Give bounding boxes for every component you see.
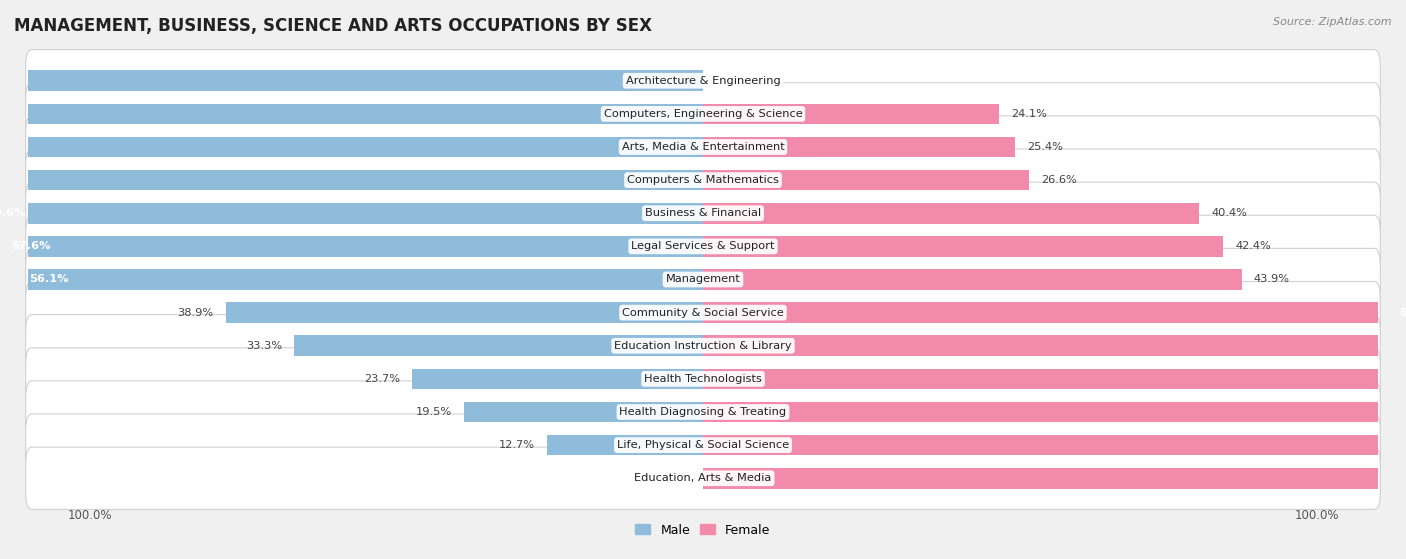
Bar bbox=[703, 335, 1406, 356]
FancyBboxPatch shape bbox=[25, 50, 1381, 112]
FancyBboxPatch shape bbox=[25, 447, 1381, 509]
Text: 33.3%: 33.3% bbox=[246, 341, 283, 350]
Text: Arts, Media & Entertainment: Arts, Media & Entertainment bbox=[621, 142, 785, 152]
Text: Architecture & Engineering: Architecture & Engineering bbox=[626, 75, 780, 86]
Bar bbox=[703, 435, 1406, 456]
Text: Health Diagnosing & Treating: Health Diagnosing & Treating bbox=[620, 407, 786, 417]
Bar bbox=[703, 103, 998, 124]
Bar bbox=[294, 335, 703, 356]
FancyBboxPatch shape bbox=[25, 248, 1381, 311]
FancyBboxPatch shape bbox=[25, 381, 1381, 443]
Text: MANAGEMENT, BUSINESS, SCIENCE AND ARTS OCCUPATIONS BY SEX: MANAGEMENT, BUSINESS, SCIENCE AND ARTS O… bbox=[14, 17, 652, 35]
Bar bbox=[547, 435, 703, 456]
Text: 25.4%: 25.4% bbox=[1026, 142, 1063, 152]
Text: 26.6%: 26.6% bbox=[1042, 175, 1077, 185]
Text: 12.7%: 12.7% bbox=[499, 440, 534, 450]
FancyBboxPatch shape bbox=[25, 116, 1381, 178]
FancyBboxPatch shape bbox=[25, 83, 1381, 145]
Text: 59.6%: 59.6% bbox=[0, 209, 27, 218]
Text: Community & Social Service: Community & Social Service bbox=[621, 307, 785, 318]
Legend: Male, Female: Male, Female bbox=[630, 519, 776, 542]
Bar bbox=[0, 70, 703, 91]
Text: 23.7%: 23.7% bbox=[364, 374, 399, 384]
Bar bbox=[703, 269, 1241, 290]
Text: 57.6%: 57.6% bbox=[11, 241, 51, 252]
FancyBboxPatch shape bbox=[25, 315, 1381, 377]
Bar bbox=[703, 468, 1406, 489]
Bar bbox=[0, 203, 703, 224]
FancyBboxPatch shape bbox=[25, 215, 1381, 277]
Text: Life, Physical & Social Science: Life, Physical & Social Science bbox=[617, 440, 789, 450]
Bar bbox=[703, 203, 1199, 224]
Text: Source: ZipAtlas.com: Source: ZipAtlas.com bbox=[1274, 17, 1392, 27]
Bar bbox=[226, 302, 703, 323]
FancyBboxPatch shape bbox=[25, 282, 1381, 344]
Text: Education Instruction & Library: Education Instruction & Library bbox=[614, 341, 792, 350]
Text: Legal Services & Support: Legal Services & Support bbox=[631, 241, 775, 252]
Bar bbox=[703, 236, 1223, 257]
Text: 40.4%: 40.4% bbox=[1211, 209, 1247, 218]
Text: 19.5%: 19.5% bbox=[415, 407, 451, 417]
Text: 56.1%: 56.1% bbox=[30, 274, 69, 285]
Text: 42.4%: 42.4% bbox=[1236, 241, 1271, 252]
Text: Business & Financial: Business & Financial bbox=[645, 209, 761, 218]
FancyBboxPatch shape bbox=[25, 149, 1381, 211]
Text: Education, Arts & Media: Education, Arts & Media bbox=[634, 473, 772, 484]
Text: 24.1%: 24.1% bbox=[1011, 109, 1047, 119]
Bar bbox=[14, 269, 703, 290]
Bar bbox=[412, 368, 703, 389]
FancyBboxPatch shape bbox=[25, 414, 1381, 476]
Text: 61.2%: 61.2% bbox=[1400, 307, 1406, 318]
Bar bbox=[703, 302, 1406, 323]
Bar bbox=[703, 170, 1029, 191]
Bar bbox=[0, 103, 703, 124]
Text: Health Technologists: Health Technologists bbox=[644, 374, 762, 384]
Bar bbox=[703, 368, 1406, 389]
Text: Computers, Engineering & Science: Computers, Engineering & Science bbox=[603, 109, 803, 119]
Bar bbox=[703, 402, 1406, 422]
Bar bbox=[464, 402, 703, 422]
Text: Management: Management bbox=[665, 274, 741, 285]
FancyBboxPatch shape bbox=[25, 182, 1381, 244]
Bar bbox=[703, 137, 1015, 157]
Bar bbox=[0, 236, 703, 257]
Bar bbox=[0, 137, 703, 157]
FancyBboxPatch shape bbox=[25, 348, 1381, 410]
Text: 43.9%: 43.9% bbox=[1254, 274, 1289, 285]
Bar bbox=[0, 170, 703, 191]
Text: 38.9%: 38.9% bbox=[177, 307, 214, 318]
Text: Computers & Mathematics: Computers & Mathematics bbox=[627, 175, 779, 185]
